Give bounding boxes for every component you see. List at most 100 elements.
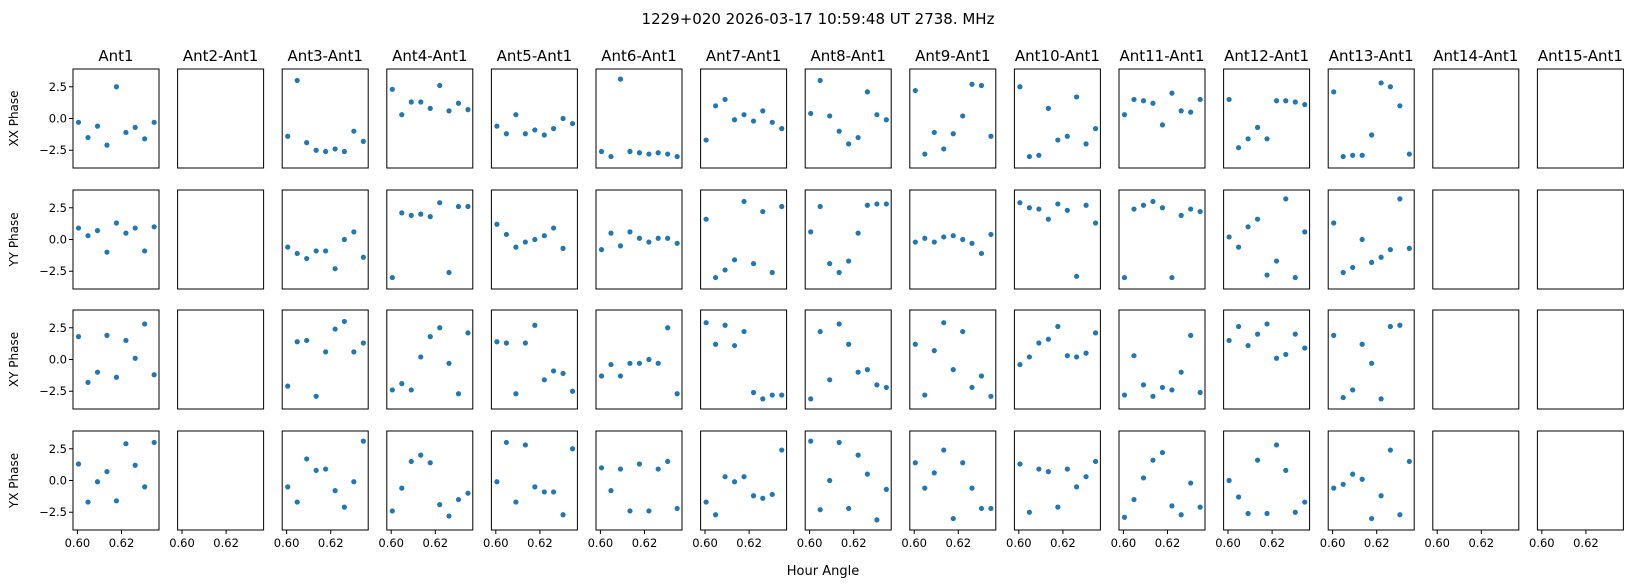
y-tick-label: 2.5: [49, 321, 67, 335]
data-point: [827, 477, 833, 484]
x-tick-label: 0.60: [1111, 536, 1137, 550]
x-tick-label: 0.62: [1050, 536, 1076, 550]
panel-frame: [804, 189, 892, 290]
data-point: [522, 239, 528, 245]
data-point: [1292, 509, 1298, 515]
data-point: [1254, 124, 1261, 130]
data-point: [1073, 354, 1080, 360]
panel-r4-c7: 0.60 0.62: [692, 430, 788, 550]
x-tick-label: 0.62: [527, 536, 553, 550]
data-point: [304, 337, 310, 344]
data-point: [769, 491, 775, 498]
data-point: [85, 379, 91, 385]
panel-frame: [1013, 189, 1101, 290]
data-point: [113, 220, 120, 226]
data-point: [313, 467, 319, 473]
panel-r1-c8: Ant8-Ant1: [804, 47, 892, 169]
panel-r2-c14: [1432, 189, 1520, 290]
data-point: [931, 239, 937, 245]
x-tick-label: 0.60: [1215, 536, 1241, 550]
panel-r2-c15: [1536, 189, 1624, 290]
data-point: [1150, 393, 1156, 399]
data-point: [446, 360, 452, 366]
data-point: [94, 123, 101, 129]
data-point: [912, 341, 918, 347]
data-point: [1036, 340, 1042, 346]
data-point: [1254, 216, 1261, 222]
data-point: [674, 240, 680, 246]
column-title-13: Ant13-Ant1: [1329, 47, 1414, 65]
panel-grid: XX Phase Ant1 2.5 0.0 −2.5 Ant2-Ant1 Ant3-Ant1…: [7, 47, 1624, 550]
data-point: [560, 370, 566, 377]
y-axis-label-3: XY Phase: [7, 332, 21, 387]
data-point: [988, 231, 994, 238]
panel-r4-c15: 0.60 0.62: [1529, 430, 1624, 550]
data-point: [408, 387, 414, 393]
data-point: [142, 136, 148, 142]
data-point: [294, 250, 300, 257]
data-point: [332, 488, 338, 494]
data-point: [1026, 509, 1032, 515]
data-point: [1350, 152, 1356, 158]
data-point: [817, 203, 823, 210]
panel-frame: [804, 68, 892, 169]
data-point: [1264, 510, 1270, 517]
data-point: [94, 228, 101, 234]
data-point: [142, 484, 148, 490]
data-point: [1083, 141, 1089, 147]
panel-frame: [281, 309, 369, 410]
data-point: [646, 356, 652, 363]
panel-frame: [490, 430, 578, 531]
data-point: [1169, 387, 1175, 393]
data-point: [550, 126, 557, 132]
data-point: [569, 388, 576, 394]
data-point: [151, 224, 157, 230]
data-point: [1378, 254, 1384, 260]
x-axis-label: Hour Angle: [787, 564, 859, 579]
data-point: [874, 382, 880, 388]
data-point: [741, 474, 747, 480]
data-point: [617, 466, 624, 472]
x-tick-label: 0.60: [692, 536, 718, 550]
data-point: [646, 151, 652, 157]
y-tick-label: 2.5: [49, 442, 67, 456]
data-point: [1083, 350, 1089, 356]
data-point: [646, 508, 652, 514]
data-point: [418, 452, 424, 458]
data-point: [294, 339, 300, 345]
data-point: [123, 129, 129, 136]
data-point: [427, 214, 433, 220]
column-title-11: Ant11-Ant1: [1119, 47, 1204, 65]
data-point: [627, 508, 633, 514]
data-point: [465, 107, 471, 113]
data-point: [808, 396, 814, 402]
panel-frame: [595, 68, 683, 169]
data-point: [817, 507, 823, 513]
data-point: [617, 243, 624, 249]
data-point: [541, 377, 547, 383]
panel-r4-c14: 0.60 0.62: [1424, 430, 1520, 550]
panel-frame: [595, 430, 683, 531]
data-point: [304, 255, 310, 262]
data-point: [1083, 202, 1089, 208]
panel-frame: [177, 189, 265, 290]
data-point: [513, 112, 519, 118]
data-point: [569, 446, 576, 452]
data-point: [1169, 274, 1175, 281]
data-point: [541, 132, 547, 138]
data-point: [1245, 224, 1251, 230]
data-point: [883, 117, 889, 123]
data-point: [75, 119, 82, 125]
data-point: [627, 148, 633, 155]
x-tick-label: 0.60: [378, 536, 404, 550]
data-point: [1092, 330, 1099, 336]
column-title-15: Ant15-Ant1: [1538, 47, 1623, 65]
data-point: [446, 108, 452, 114]
data-point: [760, 396, 766, 402]
data-point: [532, 322, 538, 328]
data-point: [1169, 503, 1175, 509]
data-point: [674, 505, 680, 512]
data-point: [569, 120, 576, 127]
column-title-9: Ant9-Ant1: [915, 47, 990, 65]
panel-frame: [1118, 430, 1206, 531]
